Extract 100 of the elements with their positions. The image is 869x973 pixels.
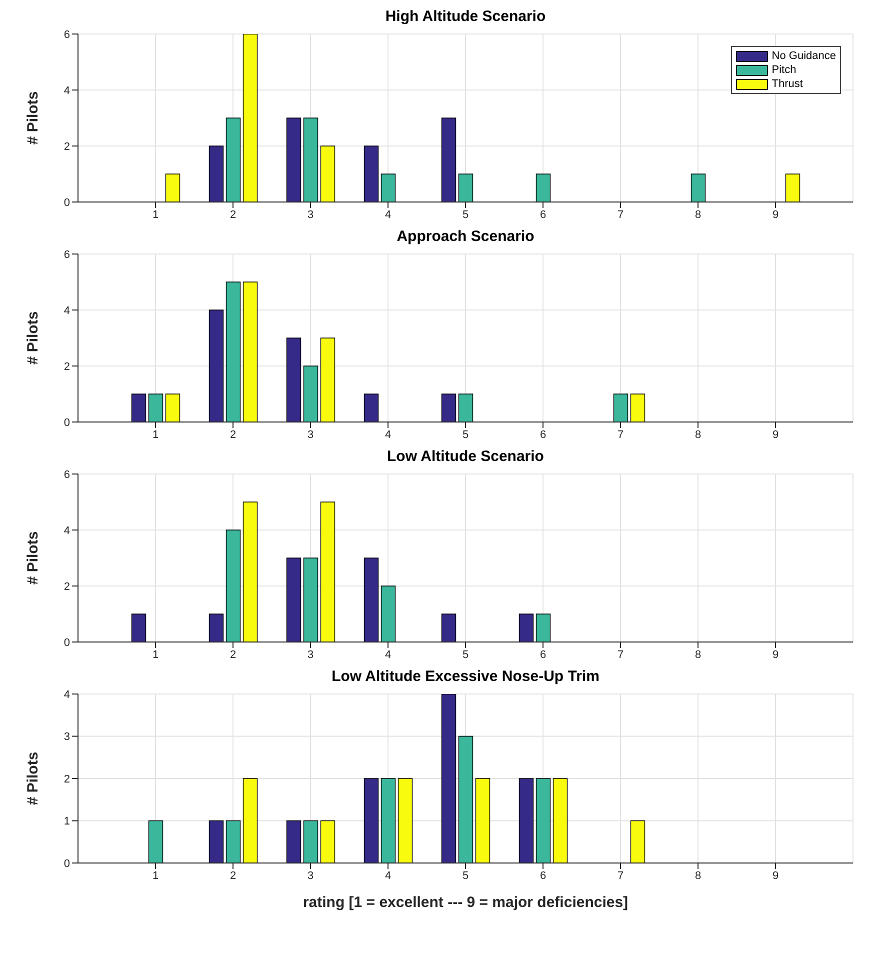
x-tick-label: 1 [152, 428, 159, 441]
y-tick-label: 4 [64, 304, 70, 317]
bar [690, 174, 706, 202]
bar [303, 558, 318, 642]
bar [303, 820, 318, 863]
x-tick-label: 2 [230, 870, 236, 882]
y-tick-label: 0 [64, 196, 70, 209]
bar [552, 778, 568, 863]
chart-title: High Altitude Scenario [384, 8, 547, 27]
y-tick-label: 0 [64, 858, 70, 870]
y-tick-label: 6 [64, 248, 70, 261]
x-tick-label: 8 [694, 870, 702, 882]
x-tick-label: 1 [152, 648, 159, 661]
bar [242, 34, 258, 202]
bar [165, 174, 180, 202]
bar [303, 118, 318, 202]
bar [226, 282, 241, 422]
bar [131, 614, 146, 642]
bar [458, 174, 474, 202]
x-tick-label: 4 [384, 428, 392, 441]
legend-label: Thrust [772, 77, 803, 91]
bar [286, 820, 302, 863]
x-tick-label: 6 [540, 870, 546, 882]
chart-title: Approach Scenario [396, 228, 536, 247]
x-tick-label: 5 [462, 870, 469, 882]
x-tick-label: 3 [307, 428, 314, 441]
x-tick-label: 8 [694, 208, 702, 221]
bar [320, 338, 336, 422]
bar [165, 394, 180, 422]
x-tick-label: 7 [617, 428, 624, 441]
bar [286, 558, 302, 642]
bar [208, 146, 224, 202]
x-tick-label: 3 [307, 648, 314, 661]
bar [364, 394, 379, 422]
bar [380, 174, 396, 202]
bar [286, 338, 302, 422]
bar [208, 310, 224, 422]
y-tick-label: 1 [64, 816, 70, 828]
bar [242, 282, 258, 422]
y-axis-title: # Pilots [24, 531, 42, 585]
x-tick-label: 9 [772, 648, 779, 661]
x-tick-label: 7 [617, 870, 624, 882]
x-tick-label: 6 [540, 428, 546, 441]
chart-title: Low Altitude Scenario [386, 448, 545, 467]
x-tick-label: 9 [772, 428, 779, 441]
y-tick-label: 2 [64, 580, 70, 593]
bar [441, 394, 456, 422]
y-axis-title: # Pilots [24, 91, 42, 145]
bar [320, 146, 336, 202]
x-tick-label: 9 [772, 208, 779, 221]
y-axis-title: # Pilots [24, 311, 42, 365]
x-tick-label: 7 [617, 648, 624, 661]
bar [286, 118, 302, 202]
x-tick-label: 2 [230, 208, 236, 221]
x-tick-label: 4 [384, 870, 392, 882]
bar [364, 778, 379, 863]
x-tick-label: 8 [694, 648, 702, 661]
bar [630, 820, 646, 863]
x-tick-label: 7 [617, 208, 624, 221]
y-tick-label: 4 [64, 524, 70, 537]
bar [226, 118, 241, 202]
x-tick-label: 5 [462, 648, 469, 661]
bar [242, 502, 258, 642]
bar [131, 394, 146, 422]
y-tick-label: 6 [64, 468, 70, 481]
x-tick-label: 6 [540, 208, 546, 221]
x-tick-label: 2 [230, 428, 236, 441]
x-tick-label: 3 [307, 208, 314, 221]
legend-label: No Guidance [772, 49, 836, 63]
x-tick-label: 4 [384, 648, 392, 661]
bar [785, 174, 800, 202]
bar [320, 820, 336, 863]
y-axis-title: # Pilots [24, 752, 42, 806]
bar [242, 778, 258, 863]
x-tick-label: 1 [152, 870, 159, 882]
bar [518, 614, 534, 642]
bar [441, 614, 456, 642]
y-tick-label: 3 [64, 731, 70, 744]
bar [364, 558, 379, 642]
bar [458, 736, 474, 863]
bar [518, 778, 534, 863]
bar [475, 778, 490, 863]
bar [208, 614, 224, 642]
bar [380, 778, 396, 863]
y-tick-label: 0 [64, 636, 70, 649]
bar [320, 502, 336, 642]
x-axis-title: rating [1 = excellent --- 9 = major deficiencies] [302, 894, 628, 911]
bar [536, 174, 551, 202]
x-tick-label: 5 [462, 208, 469, 221]
bar [536, 614, 551, 642]
y-tick-label: 2 [64, 140, 70, 153]
bar [441, 694, 456, 863]
bar [380, 586, 396, 642]
bar [441, 118, 456, 202]
bar [303, 366, 318, 422]
bar [536, 778, 551, 863]
x-tick-label: 2 [230, 648, 236, 661]
legend-label: Pitch [772, 63, 796, 77]
bar [630, 394, 646, 422]
y-tick-label: 2 [64, 773, 70, 786]
